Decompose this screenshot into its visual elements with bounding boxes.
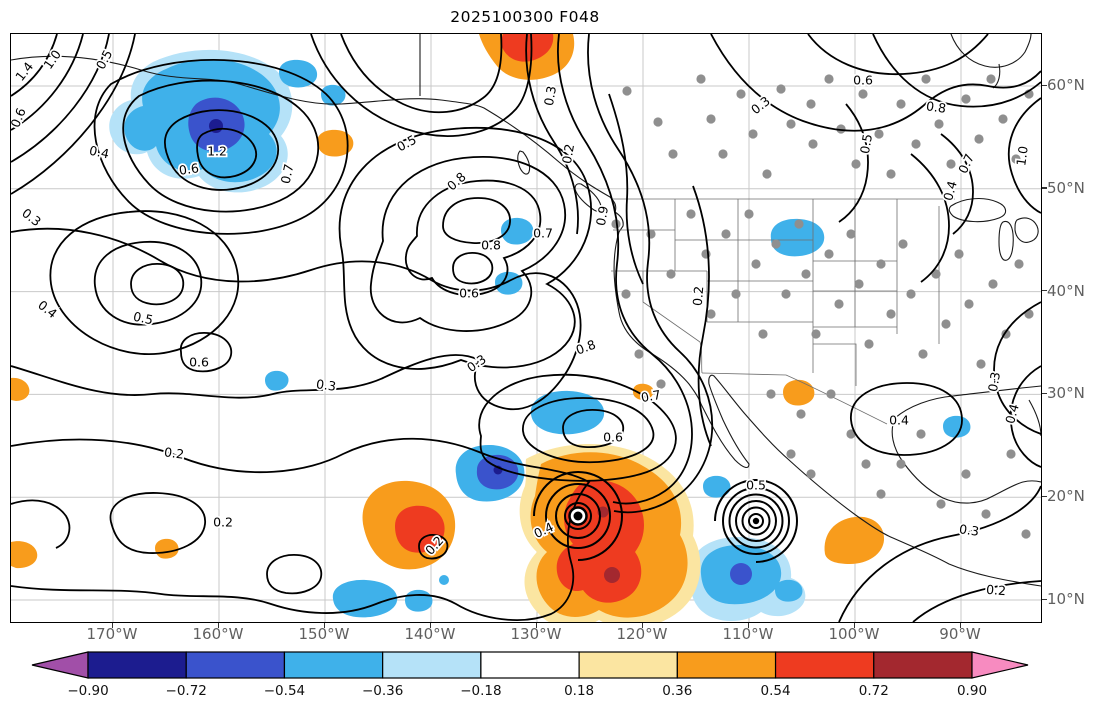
map-plot-area: 1.4 1.0 0.6 0.5 0.7 0.6 1.2 0.4 0.3 0.4 0.5 0.6 0.3 0… (10, 33, 1042, 623)
colorbar-tick-label: 0.72 (858, 683, 889, 699)
svg-text:0.6: 0.6 (603, 430, 623, 445)
svg-text:0.4: 0.4 (889, 413, 909, 428)
tropical-cyclone-2-symbol (714, 479, 798, 563)
colorbar-tick-label: −0.18 (460, 683, 502, 699)
svg-text:0.5: 0.5 (746, 478, 766, 493)
xtick-label: 170°W (86, 625, 138, 643)
svg-text:0.5: 0.5 (132, 309, 155, 328)
ytick-label: 60°N (1047, 76, 1085, 94)
svg-text:0.8: 0.8 (444, 169, 469, 193)
ytick-label: 50°N (1047, 178, 1085, 197)
svg-text:0.8: 0.8 (481, 238, 501, 253)
colorbar-tick-label: −0.72 (165, 683, 207, 699)
xtick-label: 120°W (616, 625, 668, 643)
xtick-label: 140°W (404, 625, 456, 643)
colorbar-tick-label: 0.90 (956, 683, 988, 699)
svg-text:0.3: 0.3 (985, 371, 1003, 393)
colorbar-tick-label: −0.36 (361, 683, 404, 699)
svg-text:0.6: 0.6 (178, 160, 200, 178)
svg-text:0.6: 0.6 (459, 286, 479, 301)
tropical-cyclone-1-symbol (533, 471, 623, 561)
svg-text:0.2: 0.2 (690, 285, 707, 306)
colorbar-tick-label: −0.90 (67, 683, 109, 699)
svg-text:1.0: 1.0 (1013, 145, 1031, 167)
svg-text:0.3: 0.3 (541, 85, 559, 107)
svg-text:1.0: 1.0 (40, 47, 64, 72)
svg-text:0.3: 0.3 (315, 376, 337, 394)
svg-text:0.8: 0.8 (925, 98, 947, 116)
xtick-label: 100°W (828, 625, 880, 643)
svg-text:0.6: 0.6 (853, 73, 873, 88)
xtick-label: 160°W (192, 625, 244, 643)
svg-text:0.8: 0.8 (574, 337, 598, 358)
svg-text:0.2: 0.2 (986, 582, 1007, 598)
svg-text:0.3: 0.3 (464, 351, 489, 375)
svg-text:0.6: 0.6 (11, 106, 29, 130)
xtick-label: 90°W (939, 625, 981, 643)
colorbar-tick-label: 0.36 (662, 683, 693, 699)
svg-text:0.3: 0.3 (958, 521, 980, 539)
svg-text:0.7: 0.7 (955, 151, 977, 175)
plot-title: 2025100300 F048 (450, 8, 600, 26)
svg-text:0.3: 0.3 (748, 93, 773, 117)
xtick-label: 110°W (722, 625, 774, 643)
xtick-label: 130°W (510, 625, 562, 643)
colorbar (30, 650, 1030, 680)
xtick-label: 150°W (298, 625, 350, 643)
svg-text:0.4: 0.4 (940, 179, 960, 202)
contour-lines (11, 34, 1041, 622)
svg-text:0.5: 0.5 (93, 47, 116, 72)
svg-text:0.4: 0.4 (1002, 402, 1022, 425)
svg-text:1.2: 1.2 (207, 144, 227, 159)
coastline (11, 34, 1041, 587)
svg-text:0.2: 0.2 (163, 444, 185, 462)
ytick-label: 10°N (1047, 590, 1085, 608)
svg-text:0.5: 0.5 (394, 132, 419, 155)
colorbar-tick-label: 0.18 (564, 683, 595, 699)
svg-text:0.7: 0.7 (533, 226, 553, 241)
svg-text:0.3: 0.3 (19, 205, 44, 229)
anomaly-patches (11, 34, 971, 622)
ytick-label: 30°N (1047, 384, 1085, 403)
svg-text:0.5: 0.5 (857, 133, 875, 155)
svg-text:0.2: 0.2 (559, 143, 577, 165)
station-dots (611, 74, 1034, 539)
svg-text:0.7: 0.7 (640, 387, 662, 405)
svg-text:0.9: 0.9 (593, 205, 611, 227)
colorbar-tick-label: 0.54 (760, 683, 791, 699)
svg-text:0.7: 0.7 (278, 163, 297, 186)
colorbar-tick-label: −0.54 (263, 683, 306, 699)
colorbar-canvas (31, 651, 1029, 679)
svg-text:0.6: 0.6 (189, 355, 209, 370)
svg-text:1.4: 1.4 (12, 59, 36, 84)
map-canvas: 1.4 1.00.60.50.70.61.20.40.30.4 0.50.60.30… (11, 34, 1041, 622)
ytick-label: 20°N (1047, 487, 1085, 506)
svg-text:0.4: 0.4 (88, 143, 111, 162)
svg-text:0.2: 0.2 (213, 515, 233, 530)
ytick-label: 40°N (1047, 281, 1085, 300)
